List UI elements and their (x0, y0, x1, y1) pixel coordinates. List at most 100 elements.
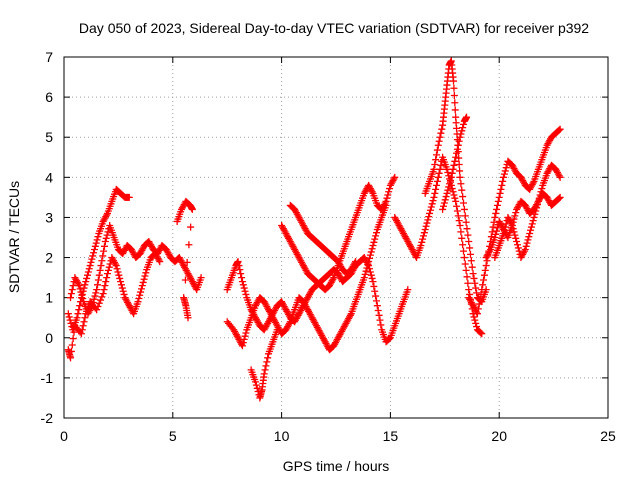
grid (64, 57, 608, 418)
data-point (390, 175, 398, 183)
data-point (467, 257, 475, 265)
data-point (329, 275, 337, 283)
data-point (141, 272, 149, 280)
data-point (417, 242, 425, 250)
data-point (74, 310, 82, 318)
data-point (67, 290, 75, 298)
data-point (513, 238, 521, 246)
data-point (240, 335, 248, 343)
data-point (104, 266, 112, 274)
data-point (67, 347, 75, 355)
series-track-b (67, 221, 205, 318)
data-point (466, 244, 474, 252)
data-point (464, 231, 472, 239)
data-point (470, 313, 478, 321)
data-point (376, 316, 384, 324)
data-point (456, 221, 464, 229)
data-point (425, 213, 433, 221)
data-point (135, 294, 143, 302)
data-point (422, 222, 430, 230)
data-point (432, 185, 440, 193)
data-point (428, 200, 436, 208)
data-point (535, 194, 543, 202)
data-point (92, 239, 100, 247)
data-point (197, 274, 205, 282)
data-point (461, 212, 469, 220)
y-tick-label: 2 (45, 250, 53, 266)
data-point (500, 229, 508, 237)
data-point (362, 267, 370, 275)
data-point (366, 251, 374, 259)
data-point (473, 323, 481, 331)
data-point (471, 316, 479, 324)
data-point (448, 169, 456, 177)
data-point (528, 220, 536, 228)
data-point (449, 188, 457, 196)
data-point (185, 241, 193, 249)
data-point (114, 268, 122, 276)
data-point (181, 276, 189, 284)
data-point (363, 264, 371, 272)
data-point (237, 270, 245, 278)
data-point (435, 137, 443, 145)
data-point (534, 197, 542, 205)
data-point (371, 235, 379, 243)
data-point (527, 223, 535, 231)
data-point (79, 294, 87, 302)
data-point (242, 290, 250, 298)
data-point (91, 292, 99, 300)
y-tick-label: 3 (45, 209, 53, 225)
data-point (472, 284, 480, 292)
data-point (73, 314, 81, 322)
data-point (76, 302, 84, 310)
data-point (156, 258, 164, 266)
data-point (241, 287, 249, 295)
data-point (507, 220, 515, 228)
data-point (90, 295, 98, 303)
data-point (525, 233, 533, 241)
data-point (125, 193, 133, 201)
data-point (465, 238, 473, 246)
data-point (77, 288, 85, 296)
data-point (533, 201, 541, 209)
data-point (461, 260, 469, 268)
data-point (526, 229, 534, 237)
data-point (556, 193, 564, 201)
data-point (477, 290, 485, 298)
data-point (457, 130, 465, 138)
data-point (100, 242, 108, 250)
data-point (454, 212, 462, 220)
data-points (64, 57, 564, 402)
series-track-l (439, 113, 471, 213)
data-point (478, 330, 486, 338)
data-point (465, 286, 473, 294)
data-point (242, 329, 250, 337)
data-point (481, 266, 489, 274)
data-point (447, 173, 455, 181)
data-point (372, 297, 380, 305)
data-point (511, 212, 519, 220)
data-point (445, 183, 453, 191)
data-point (99, 290, 107, 298)
series-track-o (491, 161, 564, 262)
data-point (522, 242, 530, 250)
data-point (364, 261, 372, 269)
data-point (500, 170, 508, 178)
data-point (533, 204, 541, 212)
series-track-c (64, 250, 164, 362)
data-point (115, 271, 123, 279)
data-point (497, 185, 505, 193)
data-point (524, 236, 532, 244)
data-point (187, 223, 195, 231)
data-point (368, 245, 376, 253)
data-point (456, 167, 464, 175)
x-tick-label: 0 (60, 428, 68, 444)
data-point (137, 285, 145, 293)
data-point (480, 276, 488, 284)
data-point (367, 271, 375, 279)
data-point (238, 278, 246, 286)
data-point (81, 314, 89, 322)
data-point (238, 274, 246, 282)
data-point (253, 384, 261, 392)
data-point (188, 205, 196, 213)
